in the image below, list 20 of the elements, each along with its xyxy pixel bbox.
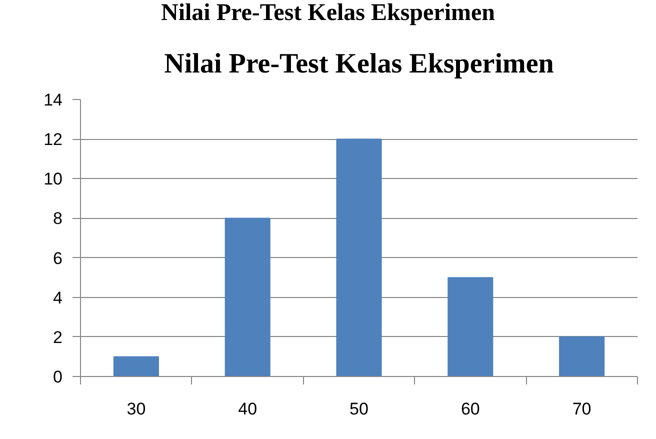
bar bbox=[113, 356, 159, 376]
y-tick-label: 10 bbox=[44, 170, 63, 189]
x-tick-label: 70 bbox=[572, 400, 592, 418]
x-tick-label: 40 bbox=[238, 400, 258, 418]
bar bbox=[559, 336, 605, 376]
y-tick-label: 6 bbox=[53, 248, 63, 268]
y-tick-label: 2 bbox=[53, 328, 63, 347]
x-tick-label: 60 bbox=[460, 400, 480, 418]
bar bbox=[448, 277, 494, 376]
y-tick-label: 14 bbox=[44, 90, 63, 110]
chart-title: Nilai Pre-Test Kelas Eksperimen bbox=[164, 48, 554, 80]
x-tick-label: 30 bbox=[126, 400, 146, 418]
y-tick-label: 12 bbox=[44, 130, 63, 150]
x-tick-label: 50 bbox=[350, 400, 368, 418]
bar bbox=[224, 218, 270, 376]
y-tick-label: 0 bbox=[53, 368, 63, 386]
y-tick-label: 4 bbox=[53, 288, 63, 308]
y-tick-label: 8 bbox=[53, 209, 63, 228]
bar bbox=[336, 138, 382, 376]
text: Nilai Pre-Test Kelas Eksperimen bbox=[161, 0, 495, 26]
